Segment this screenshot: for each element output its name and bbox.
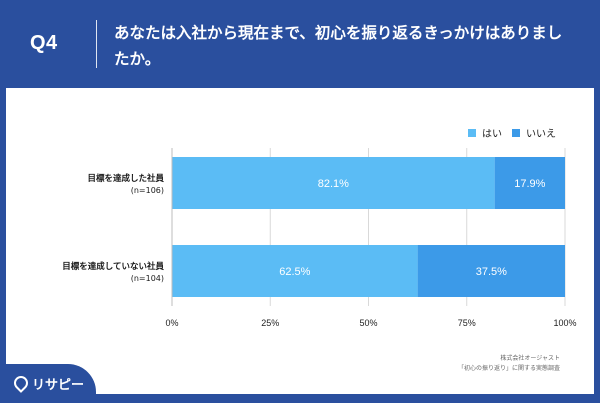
bar-segment bbox=[494, 157, 565, 209]
chart-panel bbox=[6, 88, 594, 394]
x-tick-label: 50% bbox=[359, 318, 377, 328]
x-tick-label: 0% bbox=[165, 318, 178, 328]
category-label: 目標を達成していない社員 bbox=[62, 261, 164, 272]
bar-segment bbox=[172, 245, 418, 297]
source-note: 株式会社オージャスト 「初心の振り返り」に関する実態調査 bbox=[458, 354, 560, 374]
pin-icon bbox=[11, 373, 31, 393]
category-sample-size: (n=104) bbox=[131, 274, 164, 283]
legend-item-no: いいえ bbox=[512, 125, 556, 140]
bar-value-label: 17.9% bbox=[514, 178, 545, 190]
bar-value-label: 82.1% bbox=[318, 178, 349, 190]
header-divider bbox=[96, 20, 97, 68]
legend-item-yes: はい bbox=[468, 125, 502, 140]
source-survey: 「初心の振り返り」に関する実態調査 bbox=[457, 365, 560, 372]
legend-label-yes: はい bbox=[482, 129, 502, 140]
brand-name: リサピー bbox=[32, 378, 85, 393]
bar-value-label: 37.5% bbox=[476, 266, 507, 278]
x-tick-label: 25% bbox=[261, 318, 279, 328]
chart-legend: はい いいえ bbox=[468, 125, 556, 140]
legend-label-no: いいえ bbox=[526, 129, 556, 140]
category-label: 目標を達成した社員 bbox=[87, 173, 164, 184]
question-number: Q4 bbox=[30, 32, 58, 54]
x-tick-label: 75% bbox=[458, 318, 476, 328]
x-tick-label: 100% bbox=[553, 318, 576, 328]
question-header: Q4 あなたは入社から現在まで、初心を振り返るきっかけはありましたか。 bbox=[0, 0, 600, 88]
legend-swatch-no bbox=[512, 128, 520, 137]
brand-badge: リサピー bbox=[0, 364, 96, 403]
bar-value-label: 62.5% bbox=[279, 266, 310, 278]
bar-segment bbox=[417, 245, 565, 297]
source-company: 株式会社オージャスト bbox=[500, 355, 560, 362]
category-sample-size: (n=106) bbox=[131, 186, 164, 195]
legend-swatch-yes bbox=[468, 128, 476, 137]
question-text: あなたは入社から現在まで、初心を振り返るきっかけはありましたか。 bbox=[114, 24, 563, 68]
bar-segment bbox=[172, 157, 495, 209]
